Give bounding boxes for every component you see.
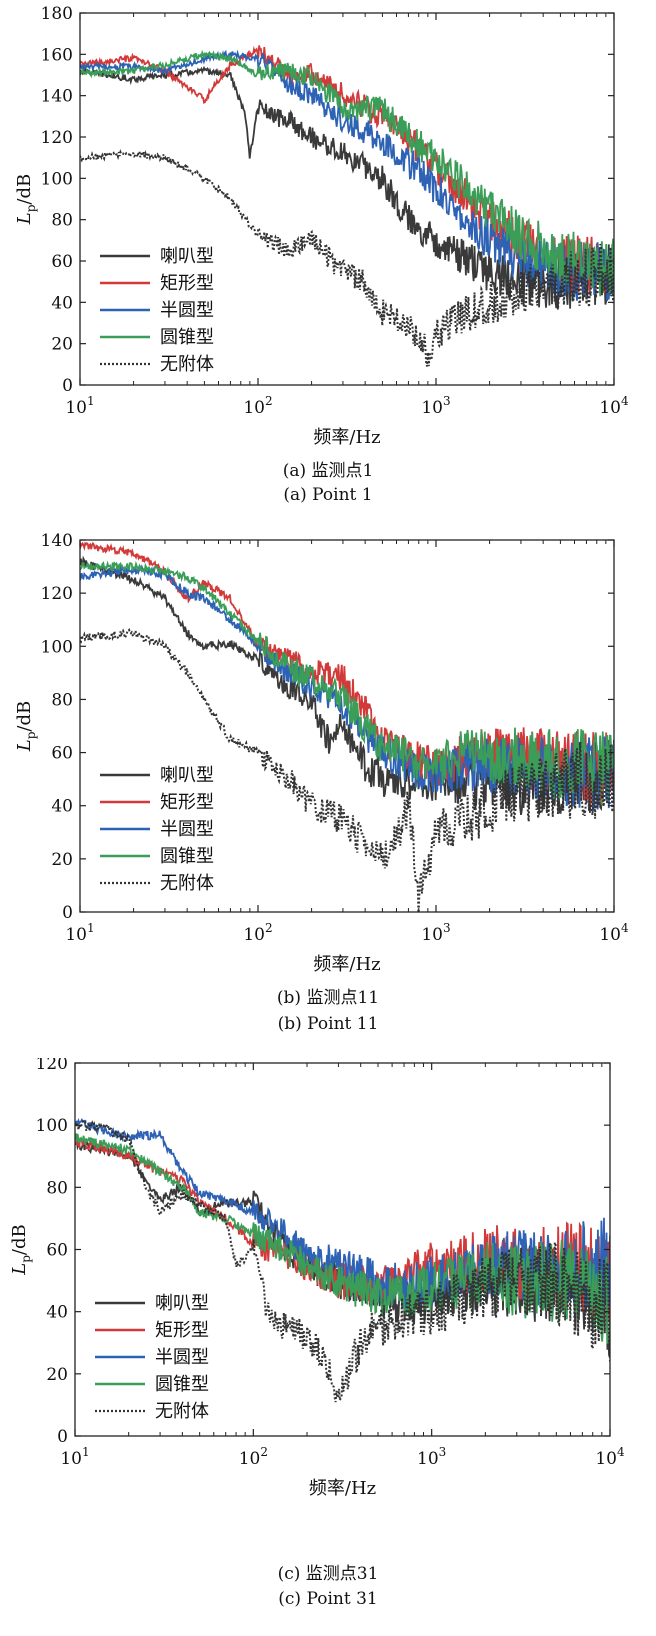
series-line-4 [80,49,614,297]
y-tick-label: 80 [51,690,73,710]
y-tick-label: 40 [46,1303,68,1323]
x-tick-label: 103 [421,921,450,945]
series-line-5 [75,1119,610,1403]
legend-label-5: 无附体 [160,873,214,894]
y-tick-label: 20 [51,335,73,355]
legend-label-5: 无附体 [155,1401,209,1422]
legend-label-3: 半圆型 [160,819,214,840]
legend-label-1: 喇叭型 [160,765,214,786]
legend-label-4: 圆锥型 [160,846,214,867]
chart-svg-a: 0 20 40 60 80 100 120 140 160 180 101 102 103 104 频率/H… [14,4,629,448]
x-axis-label: 频率/Hz [309,1478,376,1499]
series-line-1 [80,555,614,816]
plot-area [80,541,614,912]
y-tick-label: 60 [51,744,73,764]
chart-svg-b: 0 20 40 60 80 100 120 140 101 102 103 104 频率/Hz Lp/dB… [14,531,629,975]
x-tick-label: 104 [599,921,629,945]
y-tick-label: 60 [51,252,73,272]
x-tick-label: 102 [243,394,272,418]
legend-label-3: 半圆型 [160,300,214,321]
caption-cn-c: (c) 监测点31 [277,1564,379,1584]
y-axis-label: Lp/dB [9,1224,33,1275]
legend-label-1: 喇叭型 [155,1293,209,1314]
series-line-5 [80,627,614,912]
y-tick-label: 120 [41,128,73,148]
y-axis-label: Lp/dB [14,174,38,225]
legend-label-2: 矩形型 [160,273,214,294]
legend-label-4: 圆锥型 [160,327,214,348]
legend-label-2: 矩形型 [160,792,214,813]
y-tick-label: 40 [51,293,73,313]
y-tick-label: 0 [62,376,73,396]
caption-en-c: (c) Point 31 [278,1589,378,1609]
axes-frame [79,539,615,913]
y-axis-label: Lp/dB [14,701,38,752]
caption-en-b: (b) Point 11 [277,1014,379,1034]
x-tick-label: 104 [599,394,629,418]
x-axis-label: 频率/Hz [313,954,380,975]
x-tick-label: 103 [417,1445,446,1469]
plot-area [75,1117,610,1403]
legend-label-5: 无附体 [160,354,214,375]
y-tick-label: 140 [41,87,73,107]
y-tick-label: 120 [36,1058,68,1074]
caption-en-a: (a) Point 1 [283,485,373,505]
legend-label-3: 半圆型 [155,1347,209,1368]
axes-frame [79,12,615,386]
x-tick-label: 101 [60,1445,89,1469]
y-tick-label: 160 [41,45,73,65]
x-axis-label: 频率/Hz [313,427,380,448]
y-tick-label: 120 [41,584,73,604]
y-tick-label: 180 [41,4,73,24]
y-tick-label: 140 [41,531,73,551]
x-tick-label: 101 [65,921,94,945]
plot-area [80,45,614,367]
series-line-4 [80,560,614,806]
legend-label-2: 矩形型 [155,1320,209,1341]
legend-label-4: 圆锥型 [155,1374,209,1395]
caption-cn-a: (a) 监测点1 [282,461,374,481]
legend-label-1: 喇叭型 [160,246,214,267]
x-tick-label: 102 [239,1445,268,1469]
y-tick-label: 80 [51,211,73,231]
caption-cn-b: (b) 监测点11 [276,988,380,1008]
y-tick-label: 0 [62,903,73,923]
chart-panel-c: 0 20 40 60 80 100 120 101 102 103 104 频率/Hz Lp/dB 喇叭型… [0,1058,656,1636]
x-tick-label: 102 [243,921,272,945]
y-tick-label: 20 [46,1365,68,1385]
y-tick-label: 60 [46,1241,68,1261]
y-tick-label: 80 [46,1178,68,1198]
chart-panel-b: 0 20 40 60 80 100 120 140 101 102 103 104 频率/Hz Lp/dB… [0,525,656,1055]
y-tick-label: 100 [41,637,73,657]
chart-svg-c: 0 20 40 60 80 100 120 101 102 103 104 频率/Hz Lp/dB 喇叭型… [9,1058,625,1499]
y-tick-label: 100 [36,1116,68,1136]
y-tick-label: 0 [57,1427,68,1447]
x-tick-label: 104 [595,1445,625,1469]
series-line-2 [80,45,614,295]
y-tick-label: 20 [51,850,73,870]
y-tick-label: 40 [51,797,73,817]
x-tick-label: 103 [421,394,450,418]
x-tick-label: 101 [65,394,94,418]
chart-panel-a: 0 20 40 60 80 100 120 140 160 180 101 102 103 104 频率/H… [0,0,656,520]
y-tick-label: 100 [41,169,73,189]
